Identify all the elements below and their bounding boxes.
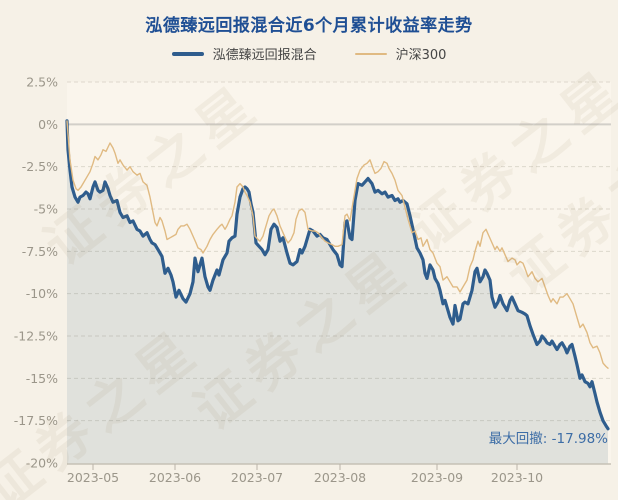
index-line — [66, 120, 609, 369]
y-axis-label: 0% — [38, 117, 58, 132]
y-axis-label: -2.5% — [22, 159, 58, 174]
y-axis-label: -15% — [26, 371, 58, 386]
x-axis-label: 2023-05 — [67, 470, 119, 485]
x-axis-label: 2023-07 — [231, 470, 283, 485]
legend-item-fund[interactable]: 泓德臻远回报混合 — [171, 44, 317, 63]
x-axis-label: 2023-06 — [149, 470, 201, 485]
legend-item-index[interactable]: 沪深300 — [354, 44, 447, 63]
fund-line — [65, 119, 610, 431]
max-drawdown-label: 最大回撤: — [488, 431, 548, 447]
x-axis-label: 2023-08 — [314, 470, 366, 485]
legend-label-fund: 泓德臻远回报混合 — [212, 48, 317, 63]
y-axis-label: -20% — [26, 456, 58, 471]
y-axis-label: -12.5% — [14, 329, 58, 344]
max-drawdown-value: -17.98% — [551, 431, 608, 447]
fund-line-swatch-icon — [171, 51, 204, 56]
max-drawdown-annotation: 最大回撤: -17.98% — [489, 427, 608, 447]
plot-background — [67, 82, 611, 464]
y-axis-label: -5% — [34, 202, 58, 217]
y-axis-label: -17.5% — [14, 413, 58, 428]
chart-legend: 泓德臻远回报混合 沪深300 — [0, 44, 618, 63]
y-axis-label: -7.5% — [22, 244, 58, 259]
y-axis-label: -10% — [26, 286, 58, 301]
legend-label-index: 沪深300 — [395, 48, 447, 63]
x-axis-label: 2023-10 — [491, 470, 543, 485]
x-axis-label: 2023-09 — [411, 470, 463, 485]
fund-area-fill — [67, 120, 608, 465]
y-axis-label: 2.5% — [26, 75, 58, 90]
chart-title: 泓德臻远回报混合近6个月累计收益率走势 — [145, 16, 473, 36]
index-line-swatch-icon — [354, 52, 387, 55]
